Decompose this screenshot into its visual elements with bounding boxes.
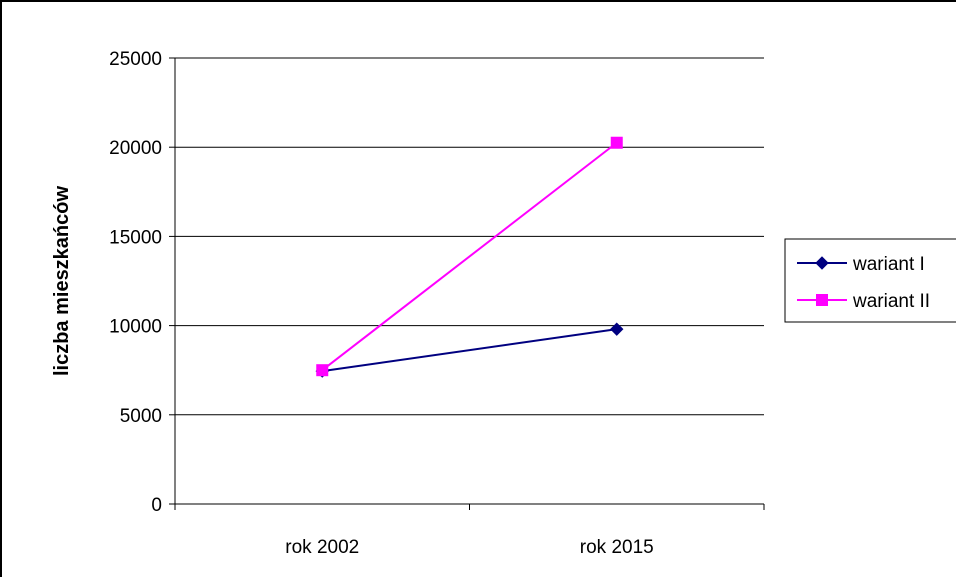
x-tick-labels: rok 2002 rok 2015 (285, 537, 653, 558)
legend-entry: wariant II (797, 291, 930, 312)
y-tick-label: 20000 (109, 138, 162, 159)
x-tick-label: rok 2015 (580, 537, 654, 558)
legend-box (784, 238, 956, 323)
axes (169, 57, 765, 510)
legend-marker (816, 294, 828, 306)
legend-marker (815, 256, 829, 270)
y-axis-title: liczba mieszkańców (51, 186, 73, 377)
data-point (610, 322, 624, 336)
y-tick-label: 15000 (109, 227, 162, 248)
x-tick-label: rok 2002 (285, 537, 359, 558)
series (315, 136, 624, 378)
legend-label: wariant II (852, 291, 930, 312)
gridlines (175, 57, 764, 416)
legend-label: wariant I (852, 254, 925, 275)
data-point (610, 136, 623, 149)
series-line (322, 328, 617, 373)
series-line (321, 141, 618, 371)
series-2 (316, 136, 623, 377)
y-tick-label: 5000 (120, 406, 162, 427)
legend-entry: wariant I (797, 254, 925, 275)
y-tick-labels: 0 5000 10000 15000 20000 25000 (109, 49, 162, 516)
series-1 (315, 322, 624, 378)
y-tick-label: 0 (151, 495, 162, 516)
data-point (316, 364, 329, 377)
y-tick-label: 25000 (109, 49, 162, 70)
legend: wariant I wariant II (784, 238, 956, 323)
y-tick-label: 10000 (109, 317, 162, 338)
